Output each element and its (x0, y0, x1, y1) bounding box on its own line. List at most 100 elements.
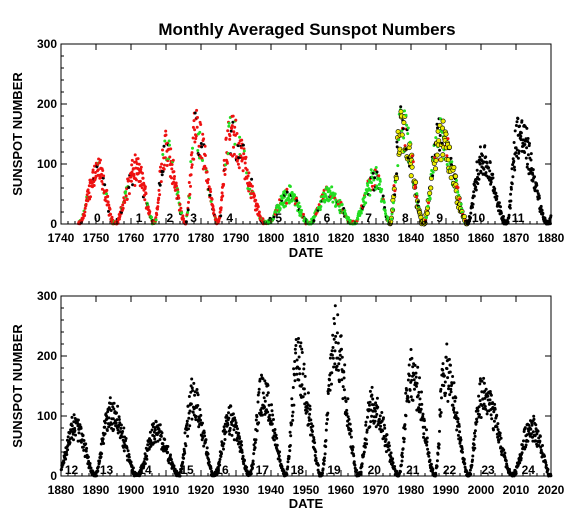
panel-2-data-point (217, 460, 221, 464)
panel-2-data-point (308, 407, 312, 411)
panel-2-data-point (324, 439, 328, 442)
panel-1-data-point (190, 163, 194, 167)
panel-2-data-point (327, 384, 331, 387)
panel-1-data-point (93, 164, 96, 168)
panel-1-data-point (285, 187, 289, 191)
panel-2-data-point (365, 428, 369, 432)
panel-1-data-point (287, 201, 291, 205)
panel-2-data-point (447, 384, 451, 388)
panel-1-data-point (509, 187, 513, 191)
panel-1-data-point (445, 154, 449, 158)
panel-2-data-point (364, 438, 368, 442)
panel-1-data-point (254, 198, 258, 202)
panel-2-data-point (114, 421, 118, 425)
panel-2-data-point (342, 376, 346, 380)
panel-2-data-point (206, 452, 210, 456)
panel-2-data-point (524, 443, 528, 447)
panel-2-data-point (187, 427, 190, 431)
panel-1-data-point (85, 193, 89, 197)
panel-1-data-point (246, 174, 250, 178)
panel-1-data-point (383, 209, 387, 213)
panel-2-data-point (142, 465, 146, 468)
panel-2-data-point (342, 370, 346, 374)
panel-1-data-point (98, 161, 101, 165)
panel-2-data-point (389, 455, 393, 459)
panel-1-data-point (167, 139, 171, 143)
panel-2-data-point (328, 388, 332, 392)
panel-1-data-point (322, 195, 326, 199)
panel-2-data-point (111, 417, 115, 421)
panel-2-data-point (145, 457, 149, 461)
panel-2-data-point (307, 416, 311, 420)
panel-1-data-point (143, 185, 147, 189)
panel-2-data-point (371, 397, 375, 401)
panel-2-data-point (344, 400, 348, 403)
panel-1-data-point (479, 171, 483, 174)
panel-2-data-point (116, 404, 120, 408)
panel-2-data-point (321, 471, 324, 475)
panel-2-data-point (308, 412, 312, 416)
panel-1-data-point (529, 158, 533, 162)
panel-1-data-point (230, 124, 234, 128)
panel-1-data-point (514, 151, 518, 155)
panel-1-data-point (156, 201, 160, 205)
panel-1-data-point (199, 142, 203, 145)
panel-1-data-point (161, 153, 165, 156)
panel-2-y-tick-label: 100 (37, 409, 57, 423)
panel-1-data-point (495, 194, 499, 198)
panel-2-data-point (89, 466, 93, 470)
panel-1-cycle-label: 7 (365, 211, 372, 225)
panel-1-data-point (383, 206, 387, 209)
panel-2-data-point (425, 428, 428, 432)
panel-2-data-point (226, 423, 230, 427)
panel-1-data-point (469, 211, 473, 215)
panel-1-data-point (405, 123, 409, 127)
panel-2-data-point (105, 429, 109, 432)
panel-2-data-point (152, 430, 156, 434)
panel-2-data-point (239, 440, 243, 444)
panel-1-data-point (364, 201, 368, 205)
panel-2-data-point (280, 465, 284, 469)
panel-2-data-point (115, 411, 118, 415)
panel-2-data-point (343, 363, 347, 367)
panel-2-data-point (409, 395, 413, 399)
panel-1-data-point (520, 119, 524, 123)
panel-1-data-point (222, 182, 226, 186)
panel-2-data-point (495, 425, 499, 429)
panel-2-data-point (229, 404, 233, 408)
panel-2-data-point (297, 367, 301, 371)
panel-2-data-point (341, 385, 345, 389)
panel-1-data-point (380, 187, 384, 191)
panel-1-data-point (237, 166, 241, 170)
panel-1-data-point (141, 171, 144, 175)
panel-2-data-point (342, 388, 346, 392)
panel-2-data-point (368, 425, 372, 429)
panel-2-data-point (372, 403, 376, 407)
panel-2-data-point (119, 426, 123, 430)
panel-2-data-point (438, 429, 441, 433)
panel-2-data-point (368, 400, 372, 404)
panel-2-data-point (121, 430, 125, 433)
panel-2-data-point (98, 459, 102, 463)
panel-1-data-point (227, 124, 231, 128)
panel-1-data-point (189, 173, 193, 177)
panel-1-data-point (333, 192, 337, 196)
panel-1-data-point (358, 214, 362, 217)
panel-1-cycle-label: 11 (512, 211, 525, 225)
panel-2-data-point (401, 447, 405, 451)
panel-1-cycle-label: 3 (190, 211, 197, 225)
panel-1-data-point (477, 172, 481, 176)
panel-2-data-point (336, 341, 340, 345)
panel-2-data-point (411, 365, 415, 369)
panel-1-data-point (395, 140, 399, 144)
panel-1-data-point (540, 208, 544, 212)
panel-1-data-point (484, 171, 488, 175)
panel-2-data-point (438, 414, 442, 418)
panel-2-data-point (508, 467, 511, 471)
panel-1-data-point (105, 192, 108, 196)
panel-1-data-point (195, 125, 199, 129)
panel-1-data-point (397, 138, 401, 142)
panel-2-data-point (374, 425, 378, 429)
panel-2-data-point (444, 391, 448, 395)
panel-1-data-point (83, 206, 87, 210)
